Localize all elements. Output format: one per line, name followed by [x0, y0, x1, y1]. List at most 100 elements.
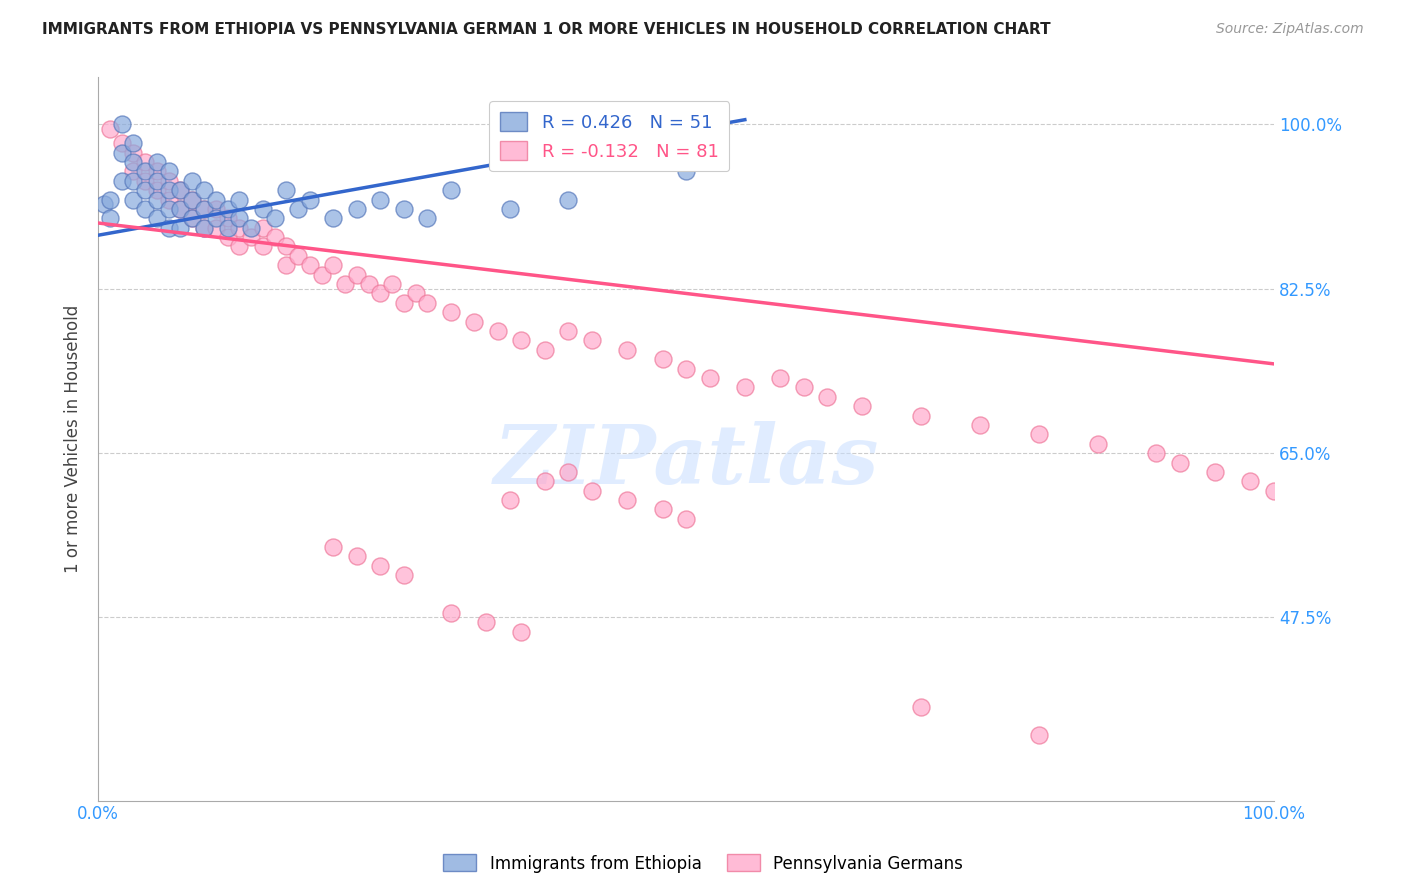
Point [181, 211, 204, 226]
Point [616, 493, 638, 508]
Point [651, 502, 673, 516]
Point [98, 211, 121, 226]
Point [217, 202, 239, 216]
Point [204, 202, 226, 216]
Point [581, 483, 603, 498]
Point [93, 197, 115, 211]
Point [557, 324, 579, 338]
Point [370, 558, 392, 573]
Point [557, 193, 579, 207]
Point [440, 305, 463, 319]
Point [193, 202, 215, 216]
Point [370, 193, 392, 207]
Point [322, 258, 344, 272]
Point [557, 465, 579, 479]
Point [405, 286, 427, 301]
Point [1028, 728, 1050, 742]
Point [322, 211, 344, 226]
Point [217, 220, 239, 235]
Point [228, 211, 250, 226]
Point [276, 239, 298, 253]
Point [616, 343, 638, 357]
Point [111, 174, 134, 188]
Point [146, 193, 169, 207]
Point [463, 315, 485, 329]
Text: ZIPatlas: ZIPatlas [494, 421, 879, 500]
Point [146, 164, 169, 178]
Point [181, 174, 204, 188]
Point [357, 277, 380, 291]
Point [228, 220, 250, 235]
Point [193, 220, 215, 235]
Point [392, 568, 415, 582]
Point [298, 193, 321, 207]
Point [169, 202, 191, 216]
Point [146, 174, 169, 188]
Point [370, 286, 392, 301]
Point [146, 211, 169, 226]
Point [1263, 483, 1285, 498]
Point [193, 183, 215, 197]
Point [581, 334, 603, 348]
Point [169, 183, 191, 197]
Point [440, 183, 463, 197]
Point [111, 145, 134, 160]
Point [134, 155, 156, 169]
Point [98, 122, 121, 136]
Text: Source: ZipAtlas.com: Source: ZipAtlas.com [1216, 22, 1364, 37]
Point [181, 211, 204, 226]
Point [181, 193, 204, 207]
Point [193, 202, 215, 216]
Point [322, 540, 344, 554]
Point [346, 268, 368, 282]
Point [169, 183, 191, 197]
Point [510, 334, 533, 348]
Point [1087, 436, 1109, 450]
Point [769, 371, 792, 385]
Point [122, 136, 145, 151]
Point [134, 183, 156, 197]
Point [346, 549, 368, 564]
Point [333, 277, 356, 291]
Point [157, 183, 180, 197]
Point [252, 239, 274, 253]
Point [146, 183, 169, 197]
Point [122, 164, 145, 178]
Point [793, 380, 815, 394]
Point [134, 202, 156, 216]
Text: IMMIGRANTS FROM ETHIOPIA VS PENNSYLVANIA GERMAN 1 OR MORE VEHICLES IN HOUSEHOLD : IMMIGRANTS FROM ETHIOPIA VS PENNSYLVANIA… [42, 22, 1050, 37]
Point [311, 268, 333, 282]
Point [416, 211, 439, 226]
Point [134, 164, 156, 178]
Point [298, 258, 321, 272]
Point [204, 220, 226, 235]
Point [276, 183, 298, 197]
Point [1204, 465, 1226, 479]
Point [228, 239, 250, 253]
Point [475, 615, 498, 630]
Point [910, 409, 932, 423]
Point [1168, 456, 1191, 470]
Legend: R = 0.426   N = 51, R = -0.132   N = 81: R = 0.426 N = 51, R = -0.132 N = 81 [489, 101, 730, 171]
Point [276, 258, 298, 272]
Point [146, 155, 169, 169]
Point [157, 193, 180, 207]
Point [1028, 427, 1050, 442]
Point [392, 296, 415, 310]
Point [157, 202, 180, 216]
Point [122, 174, 145, 188]
Point [217, 230, 239, 244]
Point [534, 475, 557, 489]
Point [240, 230, 263, 244]
Point [486, 324, 509, 338]
Point [675, 512, 697, 526]
Point [98, 193, 121, 207]
Point [851, 399, 873, 413]
Point [287, 202, 309, 216]
Point [134, 174, 156, 188]
Point [392, 202, 415, 216]
Point [381, 277, 404, 291]
Point [217, 211, 239, 226]
Point [499, 493, 522, 508]
Point [346, 202, 368, 216]
